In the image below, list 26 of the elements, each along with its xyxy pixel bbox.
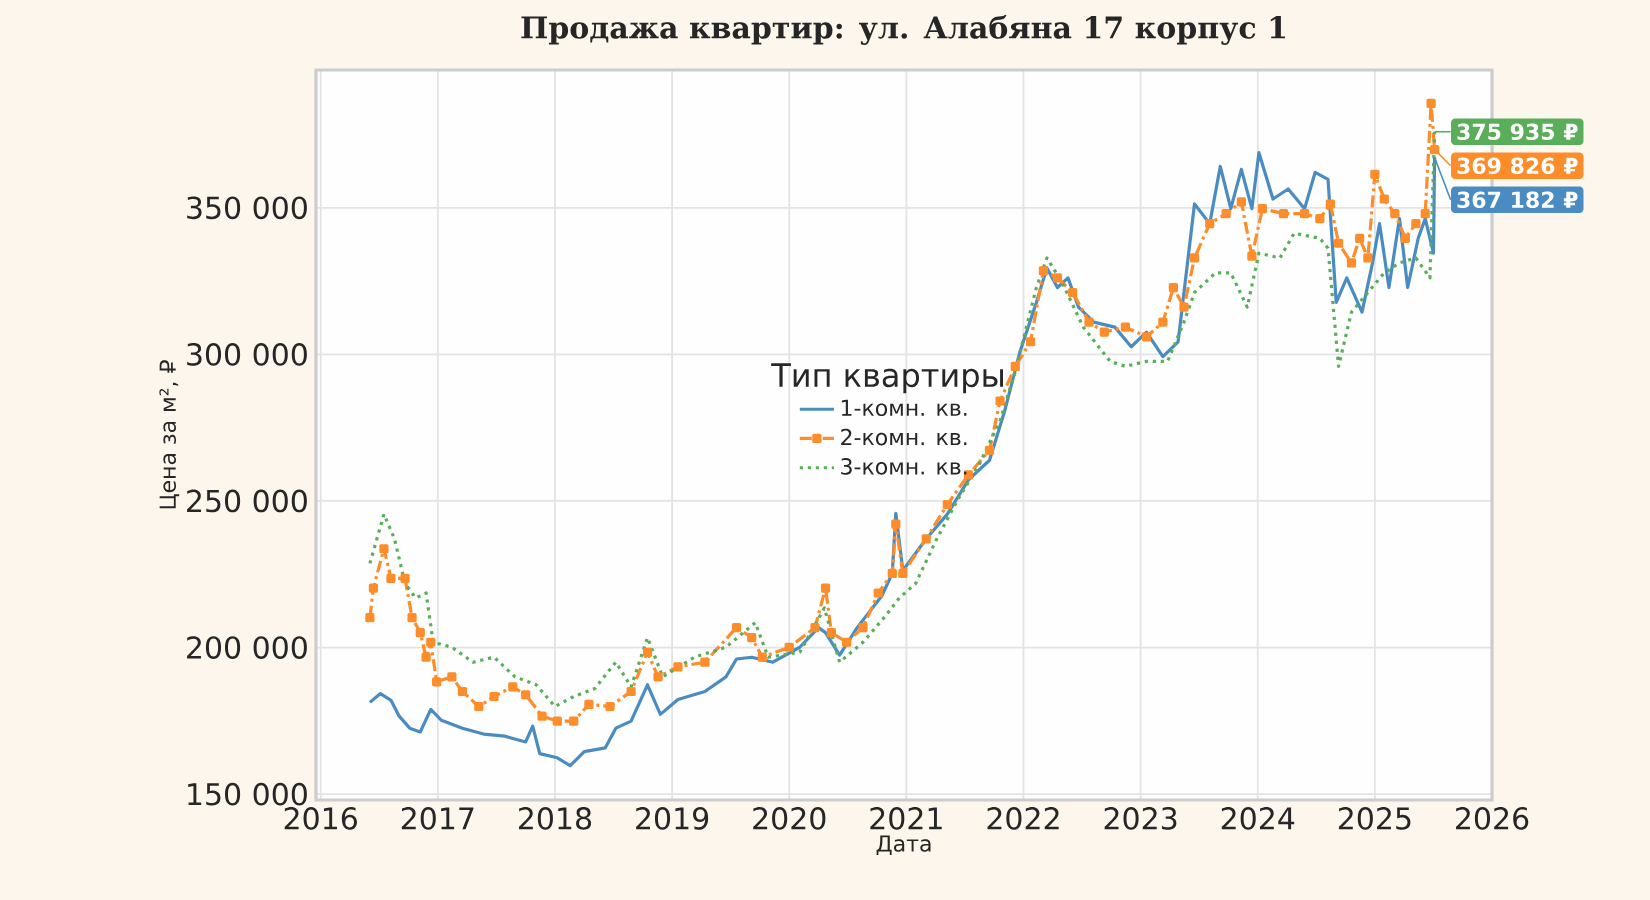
y-axis-title: Цена за м², ₽ xyxy=(159,360,180,509)
x-tick-label: 2017 xyxy=(401,807,474,830)
x-tick-label: 2020 xyxy=(753,807,826,830)
y-tick-label: 150 000 xyxy=(188,782,307,806)
x-tick-label: 2024 xyxy=(1221,807,1295,830)
x-tick-label: 2019 xyxy=(636,807,709,830)
chart-title: Продажа квартир: ул. Алабяна 17 корпус 1 xyxy=(521,15,1285,45)
y-tick-label: 350 000 xyxy=(187,196,307,220)
x-tick-label: 2022 xyxy=(987,807,1059,830)
y-tick-label: 200 000 xyxy=(187,636,307,659)
x-axis-title: Дата xyxy=(876,835,931,855)
x-tick-label: 2016 xyxy=(284,807,357,830)
legend-title: Тип квартиры xyxy=(771,363,1003,394)
annotation: 367 182 ₽ xyxy=(1457,191,1578,209)
annotation: 375 935 ₽ xyxy=(1457,123,1578,141)
x-tick-label: 2023 xyxy=(1104,807,1177,830)
x-tick-label: 2018 xyxy=(518,807,592,830)
legend-label: 2-комн. кв. xyxy=(841,428,967,446)
x-tick-label: 2025 xyxy=(1338,807,1411,830)
annotation: 369 826 ₽ xyxy=(1457,157,1578,175)
x-tick-label: 2026 xyxy=(1456,807,1529,830)
x-tick-label: 2021 xyxy=(870,807,942,830)
legend-label: 3-комн. кв. xyxy=(841,458,967,475)
y-tick-label: 250 000 xyxy=(187,489,307,513)
y-tick-label: 300 000 xyxy=(187,343,307,366)
legend-label: 1-комн. кв. xyxy=(841,399,967,417)
